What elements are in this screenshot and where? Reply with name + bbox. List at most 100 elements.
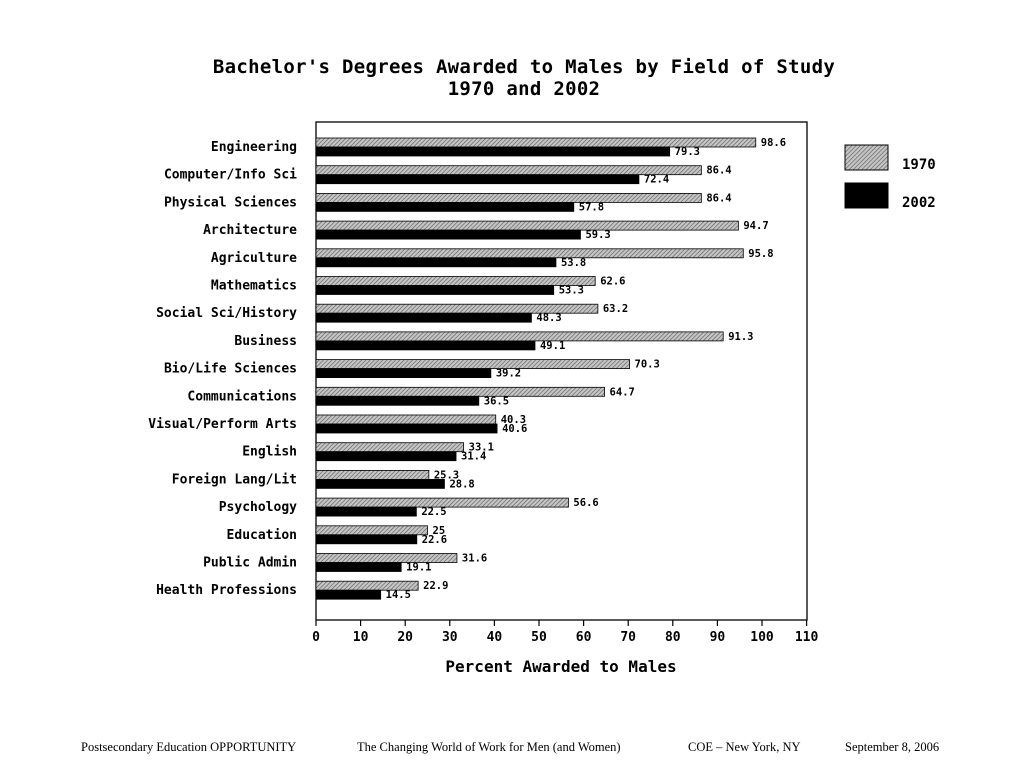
data-label-2002-communications: 36.5	[484, 395, 509, 407]
x-tick-label-20: 20	[397, 630, 413, 645]
bar-1970-bio-life-sciences	[315, 359, 630, 370]
bars-group: 98.6 79.3 86.4 72.4 86.4 57.8 94.7 59.3 95.8 53.8…	[315, 137, 786, 601]
bar-2002-health-professions	[315, 589, 382, 600]
bar-2002-business	[315, 340, 536, 351]
data-label-2002-english: 31.4	[461, 451, 486, 463]
data-label-1970-architecture: 94.7	[743, 220, 768, 232]
bar-1970-visual-perform-arts	[315, 414, 497, 425]
bar-1970-communications	[315, 386, 605, 397]
x-tick-label-40: 40	[487, 630, 503, 645]
data-label-1970-psychology: 56.6	[573, 497, 598, 509]
x-tick-label-80: 80	[665, 630, 681, 645]
bar-2002-visual-perform-arts	[315, 423, 498, 434]
bar-2002-public-admin	[315, 562, 402, 572]
data-label-1970-agriculture: 95.8	[748, 248, 773, 260]
data-label-2002-engineering: 79.3	[675, 146, 700, 158]
chart-title: Bachelor's Degrees Awarded to Males by F…	[0, 56, 1024, 100]
data-label-1970-education: 25	[433, 525, 446, 537]
category-label-physical-sciences: Physical Sciences	[164, 195, 297, 210]
data-label-1970-computer-info-sci: 86.4	[706, 165, 731, 177]
data-label-1970-mathematics: 62.6	[600, 276, 625, 288]
category-labels: Engineering Computer/Info Sci Physical Sci…	[148, 140, 297, 598]
footer-publication: Postsecondary Education OPPORTUNITY	[81, 740, 297, 754]
footer: Postsecondary Education OPPORTUNITY The …	[0, 740, 1024, 758]
x-tick-label-70: 70	[620, 630, 636, 645]
bar-2002-education	[315, 534, 418, 545]
data-label-2002-mathematics: 53.3	[559, 285, 584, 297]
legend: 1970 2002	[844, 144, 936, 211]
category-label-english: English	[242, 445, 297, 460]
x-tick-label-10: 10	[353, 630, 369, 645]
data-label-1970-business: 91.3	[728, 331, 753, 343]
x-tick-label-60: 60	[576, 630, 592, 645]
bar-1970-education	[315, 525, 428, 536]
x-tick-label-30: 30	[442, 630, 458, 645]
category-label-foreign-lang-lit: Foreign Lang/Lit	[172, 472, 297, 487]
category-label-health-professions: Health Professions	[156, 583, 297, 598]
x-tick-label-90: 90	[710, 630, 726, 645]
bar-2002-architecture	[315, 229, 581, 240]
footer-date: September 8, 2006	[845, 740, 940, 754]
bar-2002-english	[315, 451, 457, 462]
bar-2002-engineering	[315, 146, 671, 157]
data-label-1970-bio-life-sciences: 70.3	[635, 359, 660, 371]
category-label-social-sci-history: Social Sci/History	[156, 306, 297, 321]
bar-1970-agriculture	[315, 248, 744, 259]
category-label-public-admin: Public Admin	[203, 556, 297, 571]
bar-1970-psychology	[315, 497, 569, 508]
chart-title-line-1: Bachelor's Degrees Awarded to Males by F…	[212, 56, 836, 78]
x-axis-ticks: 0 10 20 30 40 50 60 70 80 90 100 110	[312, 620, 819, 645]
bar-2002-foreign-lang-lit	[315, 478, 445, 489]
bar-1970-architecture	[315, 220, 739, 231]
data-label-1970-foreign-lang-lit: 25.3	[434, 469, 459, 481]
footer-presentation-title: The Changing World of Work for Men (and …	[357, 740, 621, 754]
legend-swatch-1970	[844, 144, 889, 171]
bar-1970-english	[315, 442, 465, 453]
category-label-psychology: Psychology	[219, 500, 297, 515]
bar-1970-mathematics	[315, 276, 596, 286]
data-label-1970-communications: 64.7	[610, 386, 635, 398]
category-label-architecture: Architecture	[203, 223, 297, 238]
data-label-1970-social-sci-history: 63.2	[603, 303, 628, 315]
legend-label-2002: 2002	[902, 195, 936, 211]
data-label-1970-visual-perform-arts: 40.3	[501, 414, 526, 426]
data-label-1970-health-professions: 22.9	[423, 580, 448, 592]
bar-2002-bio-life-sciences	[315, 368, 492, 379]
chart-title-line-2: 1970 and 2002	[447, 78, 601, 100]
category-label-computer-info-sci: Computer/Info Sci	[164, 168, 297, 183]
bar-chart: 98.6 79.3 86.4 72.4 86.4 57.8 94.7 59.3 95.8 53.8…	[148, 121, 936, 676]
data-label-1970-physical-sciences: 86.4	[706, 192, 731, 204]
data-label-2002-psychology: 22.5	[421, 506, 446, 518]
x-tick-label-110: 110	[795, 630, 819, 645]
category-label-mathematics: Mathematics	[211, 279, 297, 294]
footer-location: COE – New York, NY	[688, 740, 801, 754]
category-label-agriculture: Agriculture	[211, 251, 297, 266]
data-label-2002-agriculture: 53.8	[561, 257, 586, 269]
data-label-2002-architecture: 59.3	[585, 229, 610, 241]
bar-2002-communications	[315, 395, 480, 406]
data-label-1970-engineering: 98.6	[761, 137, 786, 149]
bar-2002-social-sci-history	[315, 312, 532, 323]
data-label-2002-computer-info-sci: 72.4	[644, 174, 669, 186]
bar-2002-agriculture	[315, 257, 557, 268]
x-axis-title: Percent Awarded to Males	[445, 657, 676, 676]
data-label-1970-public-admin: 31.6	[462, 553, 487, 565]
data-label-1970-english: 33.1	[469, 442, 494, 454]
bar-1970-business	[315, 331, 724, 342]
data-label-2002-social-sci-history: 48.3	[536, 312, 561, 324]
bar-2002-physical-sciences	[315, 201, 575, 212]
legend-label-1970: 1970	[902, 157, 936, 173]
category-label-engineering: Engineering	[211, 140, 297, 155]
legend-swatch-2002	[844, 182, 889, 209]
data-label-2002-health-professions: 14.5	[386, 589, 411, 601]
data-label-2002-physical-sciences: 57.8	[579, 201, 604, 213]
data-label-2002-visual-perform-arts: 40.6	[502, 423, 527, 435]
category-label-communications: Communications	[187, 389, 297, 404]
data-label-2002-public-admin: 19.1	[406, 562, 431, 574]
x-tick-label-0: 0	[312, 630, 320, 645]
bar-2002-psychology	[315, 506, 417, 517]
bar-2002-computer-info-sci	[315, 174, 640, 185]
category-label-visual-perform-arts: Visual/Perform Arts	[148, 417, 297, 432]
category-label-bio-life-sciences: Bio/Life Sciences	[164, 362, 297, 377]
bar-1970-public-admin	[315, 553, 458, 563]
